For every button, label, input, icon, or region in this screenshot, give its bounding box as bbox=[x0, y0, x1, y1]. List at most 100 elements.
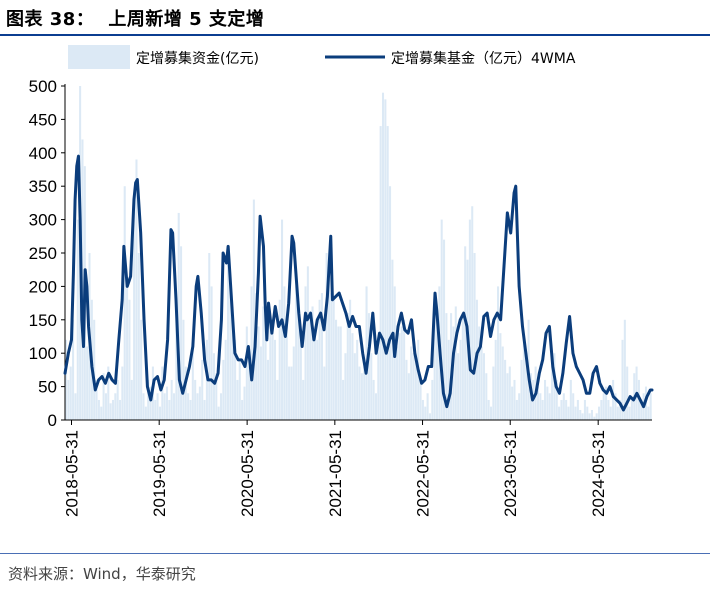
bar-240 bbox=[628, 406, 631, 420]
bar-32 bbox=[140, 319, 143, 420]
figure-title: 图表 38： 上周新增 5 支定增 bbox=[6, 5, 264, 31]
bar-61 bbox=[208, 253, 211, 420]
bar-189 bbox=[508, 366, 511, 420]
bar-126 bbox=[360, 373, 363, 420]
bar-62 bbox=[210, 286, 213, 420]
bar-151 bbox=[419, 379, 422, 420]
bar-124 bbox=[356, 339, 359, 420]
bar-167 bbox=[457, 353, 460, 420]
bar-215 bbox=[569, 379, 572, 420]
bar-234 bbox=[614, 393, 617, 420]
bar-4 bbox=[74, 393, 77, 420]
bar-241 bbox=[630, 399, 633, 420]
bar-83 bbox=[259, 346, 262, 420]
bar-112 bbox=[327, 273, 331, 420]
bar-14 bbox=[97, 399, 100, 420]
bar-224 bbox=[590, 409, 593, 420]
bar-147 bbox=[410, 346, 413, 420]
bar-74 bbox=[238, 359, 241, 420]
bar-64 bbox=[215, 373, 218, 420]
bar-137 bbox=[386, 126, 389, 420]
y-tick-label-1: 50 bbox=[38, 378, 57, 397]
bar-187 bbox=[504, 359, 507, 420]
bar-39 bbox=[156, 393, 159, 420]
bar-67 bbox=[222, 359, 225, 420]
bar-51 bbox=[184, 366, 187, 420]
bar-48 bbox=[177, 212, 180, 420]
bar-132 bbox=[374, 393, 377, 420]
bar-184 bbox=[497, 286, 500, 420]
bar-233 bbox=[612, 379, 615, 420]
bar-70 bbox=[229, 279, 232, 420]
bar-0 bbox=[65, 339, 68, 420]
bar-152 bbox=[421, 399, 424, 420]
bar-194 bbox=[520, 359, 523, 420]
bar-162 bbox=[445, 313, 448, 420]
bar-96 bbox=[290, 366, 293, 420]
bar-168 bbox=[459, 339, 462, 420]
bar-181 bbox=[489, 406, 493, 420]
bar-173 bbox=[471, 206, 474, 420]
bar-36 bbox=[149, 386, 152, 420]
bar-209 bbox=[555, 379, 558, 420]
x-tick-label-5: 2023-05-31 bbox=[501, 430, 520, 517]
bar-153 bbox=[424, 406, 427, 420]
bar-231 bbox=[607, 399, 610, 420]
bar-131 bbox=[372, 379, 375, 420]
bar-179 bbox=[485, 373, 488, 420]
x-tick-label-1: 2019-05-31 bbox=[150, 430, 169, 517]
bar-41 bbox=[161, 366, 164, 420]
bar-12 bbox=[93, 319, 96, 420]
bar-118 bbox=[342, 379, 345, 420]
bar-45 bbox=[170, 379, 173, 420]
bar-38 bbox=[154, 399, 157, 420]
bar-228 bbox=[600, 399, 603, 420]
bar-108 bbox=[318, 299, 321, 420]
legend-label-bar: 定增募集资金(亿元) bbox=[136, 50, 259, 67]
legend-swatch-bar bbox=[68, 45, 130, 69]
bar-9 bbox=[86, 346, 89, 420]
bar-204 bbox=[543, 379, 547, 420]
bar-3 bbox=[72, 319, 75, 420]
y-tick-label-4: 200 bbox=[29, 277, 57, 296]
bar-193 bbox=[518, 393, 521, 420]
bar-186 bbox=[501, 346, 504, 420]
bar-42 bbox=[163, 393, 166, 420]
bar-16 bbox=[102, 373, 105, 420]
bar-138 bbox=[389, 186, 392, 420]
bar-21 bbox=[114, 393, 117, 420]
bar-182 bbox=[492, 366, 495, 420]
bar-249 bbox=[649, 393, 652, 420]
bar-23 bbox=[119, 399, 122, 420]
bar-154 bbox=[426, 393, 429, 420]
bar-93 bbox=[283, 286, 286, 420]
y-tick-label-9: 450 bbox=[29, 110, 57, 129]
y-tick-label-2: 100 bbox=[29, 344, 57, 363]
bar-214 bbox=[567, 406, 570, 420]
bar-29 bbox=[133, 199, 136, 420]
legend-label-line: 定增募集基金（亿元）4WMA bbox=[391, 50, 576, 67]
bar-150 bbox=[417, 339, 420, 420]
bar-213 bbox=[565, 399, 568, 420]
bar-180 bbox=[487, 399, 490, 420]
bar-235 bbox=[616, 406, 619, 420]
bar-68 bbox=[224, 339, 227, 420]
y-tick-label-7: 350 bbox=[29, 177, 57, 196]
bar-217 bbox=[574, 406, 577, 420]
bar-237 bbox=[621, 339, 624, 420]
bar-87 bbox=[269, 319, 272, 420]
bar-109 bbox=[320, 293, 323, 420]
bar-239 bbox=[626, 366, 629, 420]
bar-69 bbox=[227, 246, 230, 420]
bar-110 bbox=[323, 366, 326, 420]
bar-56 bbox=[196, 393, 199, 420]
bar-157 bbox=[433, 293, 436, 420]
bar-123 bbox=[353, 353, 356, 420]
bar-143 bbox=[400, 326, 403, 420]
bar-135 bbox=[381, 92, 385, 421]
bar-230 bbox=[605, 386, 608, 420]
bar-89 bbox=[273, 339, 277, 420]
bar-55 bbox=[194, 379, 197, 420]
bar-28 bbox=[130, 379, 133, 420]
bar-35 bbox=[147, 379, 150, 420]
